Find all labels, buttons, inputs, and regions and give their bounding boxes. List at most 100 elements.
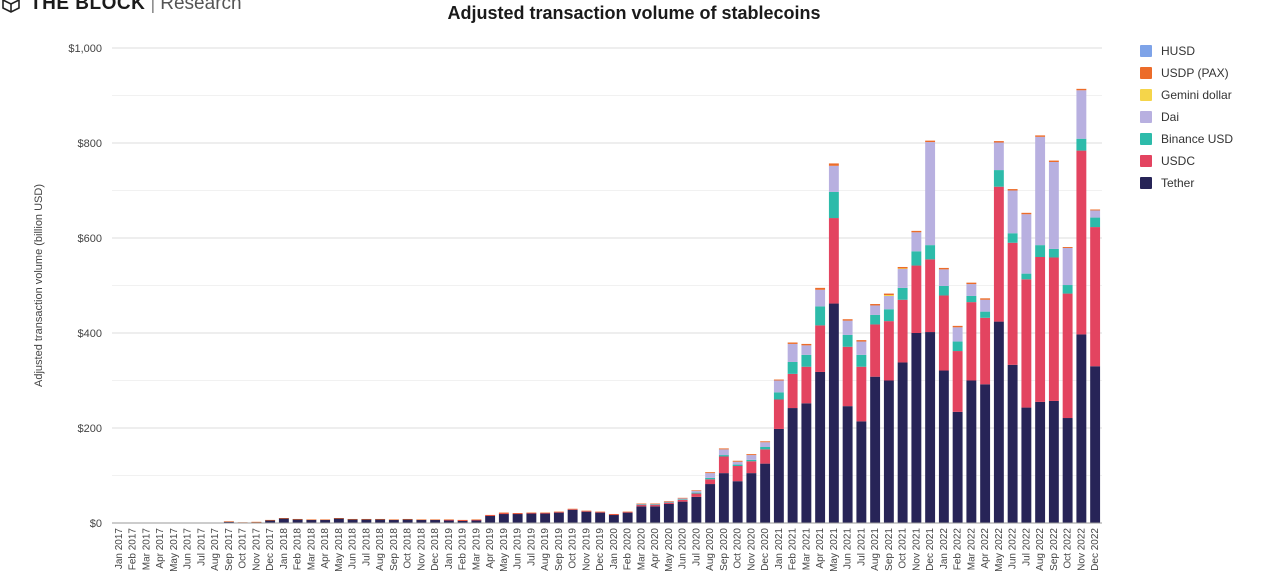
bar-segment — [773, 392, 784, 400]
x-tick-label: Apr 2018 — [320, 528, 331, 569]
bar-segment — [966, 380, 977, 523]
bar-segment — [815, 287, 826, 290]
bar-segment — [705, 484, 716, 523]
bar-segment — [691, 490, 702, 491]
bar-segment — [718, 449, 729, 456]
bar-segment — [1007, 242, 1018, 365]
bar-segment — [718, 455, 729, 457]
bar-segment — [498, 513, 509, 515]
x-tick-label: Jan 2022 — [939, 528, 950, 570]
bar-segment — [801, 354, 812, 367]
bar-segment — [705, 473, 716, 478]
bar-segment — [870, 304, 881, 306]
bar-segment — [732, 460, 743, 462]
x-tick-label: May 2022 — [994, 528, 1005, 572]
bar-segment — [897, 299, 908, 363]
bar-segment — [526, 513, 537, 514]
legend-item: HUSD — [1140, 40, 1233, 62]
bar-segment — [856, 340, 867, 342]
bar-segment — [718, 456, 729, 474]
bar-segment — [883, 295, 894, 310]
bar-segment — [732, 481, 743, 523]
bar-segment — [1021, 279, 1032, 408]
x-tick-label: May 2019 — [499, 528, 510, 572]
bar-segment — [540, 513, 551, 514]
legend-swatch — [1140, 45, 1152, 57]
bar-segment — [760, 463, 771, 523]
x-tick-label: Jan 2020 — [609, 528, 620, 570]
bar-segment — [471, 519, 482, 521]
x-tick-label: Oct 2021 — [898, 528, 909, 569]
bar-segment — [760, 447, 771, 450]
x-tick-label: Jun 2020 — [678, 528, 689, 570]
y-tick-label: $200 — [78, 423, 102, 435]
bar-segment — [952, 411, 963, 523]
bar-segment — [457, 519, 468, 521]
bar-segment — [773, 428, 784, 523]
bar-segment — [911, 232, 922, 252]
bar-segment — [650, 504, 661, 505]
bar-segment — [320, 519, 331, 521]
x-tick-label: Apr 2019 — [485, 528, 496, 569]
bar-segment — [966, 282, 977, 285]
bar-segment — [746, 455, 757, 460]
brand-subtitle: Research — [160, 0, 242, 14]
bar-segment — [993, 142, 1004, 171]
bar-segment — [815, 289, 826, 307]
bar-segment — [911, 230, 922, 233]
brand-logo: THE BLOCK | Research — [2, 0, 242, 14]
x-tick-label: Nov 2019 — [581, 528, 592, 571]
x-tick-label: Nov 2022 — [1076, 528, 1087, 571]
legend-swatch — [1140, 177, 1152, 189]
x-tick-label: Mar 2019 — [471, 528, 482, 571]
brand-name: THE BLOCK — [30, 0, 146, 14]
chart-legend: HUSD USDP (PAX) Gemini dollar Dai Binance US… — [1140, 40, 1233, 194]
bar-segment — [663, 501, 674, 502]
bar-segment — [485, 514, 496, 516]
x-tick-label: Apr 2017 — [155, 528, 166, 569]
x-tick-label: Jan 2019 — [444, 528, 455, 570]
x-tick-label: Jun 2017 — [183, 528, 194, 570]
bar-segment — [1090, 210, 1101, 218]
bar-segment — [691, 496, 702, 523]
bar-segment — [705, 477, 716, 480]
x-tick-label: Dec 2018 — [430, 528, 441, 571]
x-tick-label: Dec 2019 — [595, 528, 606, 571]
legend-label: USDC — [1161, 154, 1196, 168]
bar-segment — [883, 321, 894, 381]
x-tick-label: Aug 2020 — [705, 528, 716, 571]
bar-segment — [801, 403, 812, 523]
bar-segment — [938, 295, 949, 371]
bar-segment — [622, 512, 633, 513]
x-tick-label: Oct 2022 — [1063, 528, 1074, 569]
bar-segment — [718, 448, 729, 450]
bar-segment — [526, 512, 537, 514]
bar-segment — [485, 515, 496, 523]
x-tick-label: Jan 2021 — [774, 528, 785, 570]
bar-segment — [388, 519, 399, 523]
bar-segment — [911, 265, 922, 333]
bar-segment — [1076, 90, 1087, 139]
bar-segment — [485, 515, 496, 516]
bar-segment — [897, 287, 908, 300]
bar-segment — [980, 311, 991, 318]
bar-segment — [663, 502, 674, 503]
bar-segment — [856, 421, 867, 523]
x-tick-label: Nov 2018 — [416, 528, 427, 571]
bar-segment — [815, 306, 826, 326]
bar-segment — [705, 472, 716, 474]
bar-segment — [773, 380, 784, 393]
bar-segment — [911, 251, 922, 266]
bar-segment — [691, 490, 702, 493]
bar-segment — [265, 520, 276, 523]
bar-segment — [663, 502, 674, 504]
bar-segment — [512, 513, 523, 515]
bar-segment — [595, 512, 606, 513]
x-tick-label: Oct 2020 — [733, 528, 744, 569]
x-tick-label: Jan 2017 — [114, 528, 125, 570]
bar-segment — [608, 513, 619, 515]
bar-segment — [347, 519, 358, 523]
x-tick-label: Feb 2018 — [293, 528, 304, 571]
y-tick-label: $600 — [78, 233, 102, 245]
bar-segment — [636, 504, 647, 506]
